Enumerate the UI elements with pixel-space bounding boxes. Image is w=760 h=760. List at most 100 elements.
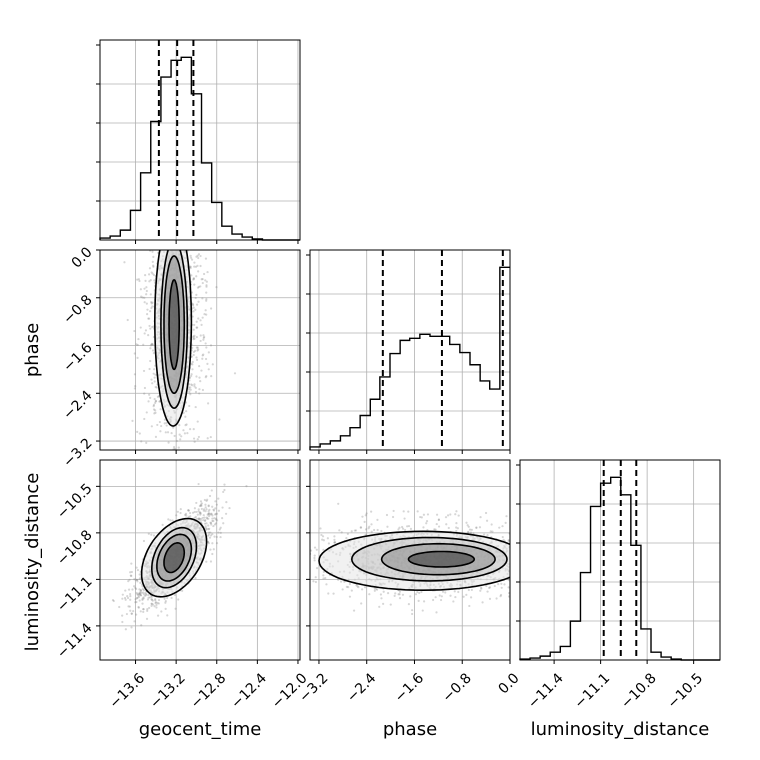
sample-point	[189, 254, 192, 257]
sample-point	[121, 620, 124, 624]
sample-point	[177, 598, 180, 601]
sample-point	[352, 609, 356, 612]
sample-point	[152, 352, 155, 355]
sample-point	[373, 587, 376, 590]
sample-point	[163, 418, 166, 421]
sample-point	[207, 512, 210, 515]
sample-point	[194, 265, 198, 268]
sample-point	[223, 488, 226, 492]
sample-point	[418, 591, 421, 595]
sample-point	[197, 508, 200, 511]
sample-point	[370, 530, 373, 533]
sample-point	[209, 344, 213, 347]
sample-point	[145, 302, 148, 305]
sample-point	[199, 380, 202, 383]
sample-point	[347, 586, 350, 589]
sample-point	[420, 590, 423, 594]
sample-point	[368, 593, 371, 596]
sample-point	[207, 505, 210, 508]
sample-point	[333, 538, 336, 541]
sample-point	[139, 593, 142, 597]
sample-point	[472, 532, 475, 535]
sample-point	[211, 514, 214, 517]
sample-point	[403, 528, 407, 532]
xlabel-geocent-time: geocent_time	[139, 719, 262, 740]
sample-point	[212, 508, 215, 511]
sample-point	[203, 498, 206, 502]
sample-point	[438, 594, 441, 597]
sample-point	[204, 506, 207, 509]
sample-point	[127, 588, 131, 591]
sample-point	[196, 254, 199, 257]
sample-point	[376, 528, 379, 532]
sample-point	[188, 390, 191, 393]
sample-point	[145, 593, 148, 597]
sample-point	[457, 590, 460, 594]
sample-point	[493, 584, 496, 588]
sample-point	[192, 353, 195, 357]
sample-point	[193, 337, 196, 340]
sample-point	[199, 334, 202, 337]
sample-point	[356, 585, 359, 588]
sample-point	[455, 529, 458, 533]
sample-point	[144, 274, 147, 277]
contour-line	[318, 530, 510, 592]
sample-point	[210, 512, 213, 515]
sample-point	[147, 593, 150, 597]
sample-point	[401, 525, 404, 529]
sample-point	[152, 408, 156, 411]
sample-point	[141, 585, 144, 588]
sample-point	[224, 512, 228, 515]
sample-point	[207, 514, 211, 518]
sample-point	[196, 286, 200, 289]
sample-point	[313, 546, 317, 549]
sample-point	[166, 431, 170, 434]
sample-point	[192, 277, 195, 281]
sample-point	[201, 297, 204, 300]
sample-point	[148, 606, 151, 610]
sample-point	[144, 592, 148, 596]
x-tick-label: −10.5	[665, 670, 707, 712]
sample-point	[363, 520, 366, 523]
sample-point	[407, 524, 411, 528]
sample-point	[197, 517, 200, 520]
sample-point	[137, 606, 140, 609]
sample-point	[211, 552, 214, 556]
sample-point	[173, 593, 177, 597]
sample-point	[215, 517, 218, 520]
sample-point	[206, 534, 209, 537]
sample-point	[203, 335, 206, 339]
sample-point	[209, 513, 212, 516]
sample-point	[135, 566, 138, 569]
sample-point	[203, 522, 207, 525]
sample-point	[193, 507, 196, 510]
sample-point	[205, 499, 208, 503]
sample-point	[431, 598, 435, 602]
sample-point	[201, 277, 204, 281]
panel-frame	[309, 459, 511, 661]
sample-point	[505, 515, 508, 518]
sample-point	[184, 424, 187, 427]
sample-point	[129, 574, 132, 577]
sample-point	[394, 592, 397, 595]
sample-point	[153, 368, 156, 371]
sample-point	[495, 597, 498, 600]
sample-point	[143, 392, 146, 395]
sample-point	[346, 532, 349, 535]
sample-point	[146, 598, 150, 601]
sample-point	[154, 598, 157, 601]
sample-point	[189, 267, 192, 270]
sample-point	[149, 396, 152, 399]
sample-point	[199, 254, 202, 258]
sample-point	[151, 260, 154, 264]
sample-point	[200, 323, 203, 327]
sample-point	[446, 514, 450, 517]
sample-point	[214, 512, 217, 515]
sample-point	[145, 289, 148, 293]
sample-point	[322, 577, 325, 580]
sample-point	[207, 504, 210, 507]
sample-point	[409, 527, 413, 531]
sample-point	[172, 446, 176, 449]
sample-point	[488, 586, 491, 589]
sample-point	[207, 533, 211, 536]
